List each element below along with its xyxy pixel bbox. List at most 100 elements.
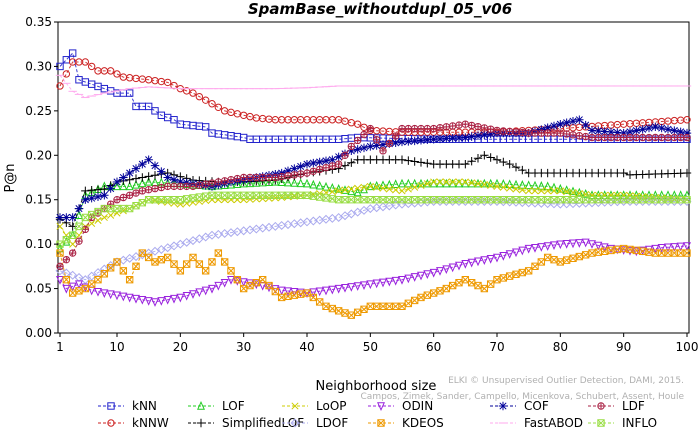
series-point — [144, 297, 153, 306]
series-point — [664, 243, 672, 253]
series-point — [569, 239, 577, 249]
series-point — [372, 141, 381, 150]
series-point — [252, 278, 261, 287]
series-point — [138, 173, 147, 182]
series-point — [531, 243, 539, 253]
series-point — [201, 286, 210, 296]
series-point — [284, 292, 292, 301]
series-point — [290, 178, 299, 187]
series-point — [170, 294, 178, 304]
series-point — [93, 192, 103, 201]
series-point — [246, 178, 254, 188]
series-point — [626, 133, 634, 142]
series-point — [290, 291, 299, 299]
series-point — [619, 168, 628, 178]
series-point — [398, 178, 406, 188]
series-point — [397, 137, 407, 147]
series-point — [657, 123, 666, 133]
series-LDF — [56, 120, 691, 270]
series-point — [189, 182, 197, 191]
series-point — [62, 56, 71, 64]
series-point — [531, 180, 539, 190]
series-point — [651, 122, 660, 132]
legend: kNN kNNW LOF SimplifiedLOF LoOP LDOF ODIN KDEOS… — [98, 399, 657, 430]
series-FastABOD — [55, 74, 692, 99]
x-tick-label: 30 — [236, 340, 251, 354]
series-point — [607, 133, 615, 142]
series-point — [460, 196, 470, 206]
series-point — [100, 289, 109, 299]
y-tick-label: 0.30 — [25, 59, 52, 73]
series-point — [455, 121, 463, 129]
series-kNNW — [56, 58, 691, 136]
series-point — [524, 129, 533, 137]
series-point — [512, 270, 520, 279]
series-point — [315, 287, 324, 297]
series-point — [150, 161, 160, 170]
legend-marker — [377, 402, 385, 412]
legend-entry-SimplifiedLOF: SimplifiedLOF — [188, 416, 304, 430]
series-point — [625, 127, 635, 137]
series-point — [474, 180, 482, 188]
series-point — [131, 174, 141, 183]
series-point — [492, 196, 502, 206]
credit-text-line-2: Campos, Zimek, Sander, Campello, Micenko… — [361, 392, 685, 402]
series-point — [429, 268, 438, 278]
legend-entry-kNNW: kNNW — [98, 416, 169, 430]
series-point — [517, 198, 527, 208]
series-point — [531, 196, 539, 204]
legend-label: LoOP — [316, 399, 347, 413]
legend-marker — [291, 402, 299, 410]
series-point — [499, 274, 508, 282]
series-point — [385, 277, 394, 287]
series-point — [119, 292, 128, 302]
series-point — [391, 302, 400, 311]
series-line — [59, 181, 687, 249]
series-point — [88, 219, 96, 227]
series-point — [94, 209, 102, 217]
series-point — [258, 173, 267, 182]
series-point — [537, 187, 545, 195]
series-point — [518, 128, 527, 137]
series-point — [169, 175, 179, 184]
series-point — [543, 253, 552, 262]
series-point — [366, 182, 374, 190]
series-point — [151, 196, 159, 204]
series-point — [422, 197, 432, 207]
series-point — [600, 127, 609, 136]
legend-entry-LoOP: LoOP — [282, 399, 347, 413]
series-point — [550, 255, 558, 264]
series-point — [626, 190, 634, 199]
legend-marker — [196, 418, 206, 428]
series-point — [531, 262, 539, 271]
series-point — [442, 134, 451, 143]
series-point — [201, 123, 210, 131]
series-point — [676, 190, 685, 199]
series-point — [360, 183, 368, 191]
series-point — [404, 185, 412, 193]
series-point — [87, 194, 96, 203]
plot-area — [57, 21, 690, 334]
series-point — [194, 234, 204, 244]
series-point — [556, 196, 565, 204]
series-point — [372, 136, 381, 144]
series-point — [423, 180, 431, 188]
series-point — [321, 156, 331, 166]
series-point — [170, 116, 178, 124]
series-point — [556, 258, 565, 266]
series-point — [296, 170, 305, 178]
y-tick-label: 0.15 — [25, 193, 52, 207]
series-point — [170, 182, 178, 191]
series-point — [233, 179, 242, 188]
series-point — [410, 136, 419, 146]
series-point — [631, 196, 641, 206]
series-point — [651, 190, 660, 199]
series-point — [404, 125, 413, 133]
series-point — [258, 275, 267, 284]
series-point — [600, 243, 609, 253]
series-point — [265, 173, 273, 182]
series-point — [56, 82, 64, 90]
series-point — [322, 164, 330, 172]
series-point — [670, 133, 679, 142]
series-point — [347, 283, 356, 292]
